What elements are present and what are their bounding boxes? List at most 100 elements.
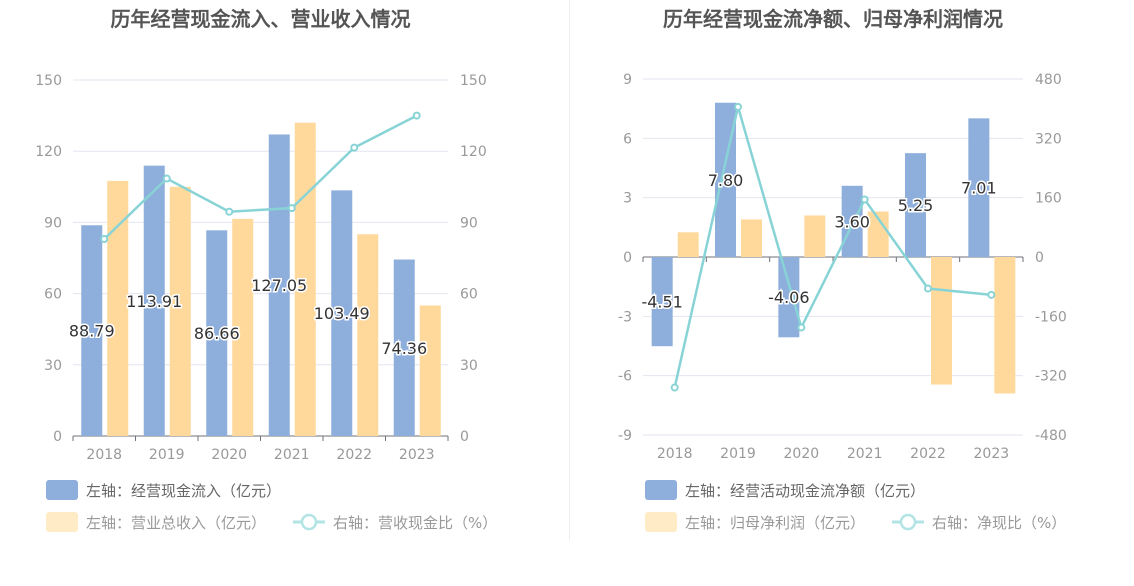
ratio-line-point	[412, 111, 421, 120]
legend-label-line: 右轴：净现比（%）	[932, 514, 1066, 532]
category-label: 2023	[974, 446, 1010, 462]
ratio-line	[673, 106, 992, 388]
bar-secondary	[867, 211, 889, 257]
right-tick-label: -320	[1035, 369, 1067, 385]
left-tick-label: 0	[623, 250, 632, 266]
bar-value-label: 7.80	[708, 171, 744, 190]
right-tick-label: 150	[460, 73, 487, 89]
right-tick-label: 480	[1035, 72, 1062, 88]
bar-secondary	[741, 219, 762, 257]
ratio-line	[103, 114, 418, 240]
right-tick-label: 30	[460, 358, 478, 374]
ratio-line-point	[350, 143, 359, 152]
net-cashflow-profit-chart-svg: 历年经营现金流净额、归母净利润情况 -9 -6 -3 0 3 6 9 -480 -320 -160 0…	[618, 7, 1067, 532]
left-tick-label: 60	[44, 287, 62, 303]
bar-value-label: -4.51	[641, 293, 682, 312]
bar-secondary	[419, 305, 441, 436]
bar-value-label: 7.01	[961, 179, 997, 198]
left-tick-label: -3	[618, 309, 632, 325]
right-tick-label: 320	[1035, 131, 1062, 147]
plot-group: 历年经营现金流入、营业收入情况 0 30 60 90 120 150 0 30 60 90 120 15…	[35, 7, 497, 532]
left-tick-label: 6	[623, 131, 632, 147]
bar-secondary	[357, 234, 379, 436]
right-tick-label: -160	[1035, 309, 1067, 325]
category-label: 2022	[336, 447, 372, 463]
right-tick-label: 160	[1035, 191, 1062, 207]
ratio-line-point	[987, 290, 996, 299]
left-tick-label: 120	[35, 144, 62, 160]
bar-secondary	[994, 257, 1016, 394]
legend-label-secondary: 左轴：归母净利润（亿元）	[685, 514, 865, 532]
ratio-line-point	[100, 235, 109, 244]
legend-label-line: 右轴：营收现金比（%）	[333, 514, 497, 532]
left-tick-label: 3	[623, 191, 632, 207]
category-label: 2023	[399, 447, 435, 463]
bar-value-label: 5.25	[898, 196, 934, 215]
bar-secondary	[804, 215, 826, 257]
ratio-line-point	[225, 207, 234, 216]
bar-secondary	[677, 232, 699, 257]
ratio-line-point	[797, 323, 806, 332]
bar-primary	[206, 230, 228, 436]
right-tick-label: 120	[460, 144, 487, 160]
chart-title: 历年经营现金流净额、归母净利润情况	[663, 7, 1003, 31]
ratio-line-point	[734, 102, 742, 111]
right-tick-label: 60	[460, 287, 478, 303]
bar-value-label: 88.79	[69, 322, 115, 341]
category-label: 2020	[211, 447, 247, 463]
left-tick-label: 9	[623, 72, 632, 88]
net-cashflow-profit-chart: 历年经营现金流净额、归母净利润情况 -9 -6 -3 0 3 6 9 -480 -320 -160 0…	[567, 0, 1134, 582]
cash-inflow-revenue-chart: 历年经营现金流入、营业收入情况 0 30 60 90 120 150 0 30 60 90 120 15…	[0, 0, 567, 582]
legend-swatch-secondary	[46, 512, 78, 532]
chart-divider	[569, 0, 570, 540]
right-tick-label: -480	[1035, 428, 1067, 444]
ratio-line-point	[924, 284, 932, 293]
legend-label-secondary: 左轴：营业总收入（亿元）	[86, 514, 266, 532]
category-label: 2019	[149, 447, 185, 463]
bar-secondary	[931, 257, 952, 385]
category-label: 2022	[910, 446, 946, 462]
bar-primary	[841, 185, 863, 257]
left-tick-label: 150	[35, 73, 62, 89]
left-tick-label: -6	[618, 369, 632, 385]
bar-primary	[393, 259, 415, 436]
bar-primary	[968, 118, 990, 257]
bar-primary	[778, 257, 800, 338]
bar-secondary	[169, 186, 191, 436]
bar-secondary	[107, 180, 129, 436]
right-tick-label: 0	[1035, 250, 1044, 266]
bar-value-label: -4.06	[768, 288, 809, 307]
bar-primary	[81, 225, 103, 436]
right-tick-label: 90	[460, 215, 478, 231]
category-label: 2018	[86, 447, 122, 463]
legend-line-marker	[899, 513, 917, 531]
category-label: 2020	[784, 446, 820, 462]
left-tick-label: 90	[44, 215, 62, 231]
category-label: 2021	[274, 447, 310, 463]
bar-value-label: 74.36	[381, 339, 427, 358]
cash-inflow-revenue-chart-svg: 历年经营现金流入、营业收入情况 0 30 60 90 120 150 0 30 60 90 120 15…	[35, 7, 497, 532]
legend-swatch-primary	[46, 480, 78, 500]
legend-swatch-primary	[645, 480, 677, 500]
bar-value-label: 103.49	[314, 304, 370, 323]
left-tick-label: -9	[618, 428, 632, 444]
category-label: 2019	[720, 446, 756, 462]
legend-label-primary: 左轴：经营现金流入（亿元）	[86, 482, 281, 500]
bar-secondary	[232, 218, 254, 436]
bar-primary	[651, 257, 673, 347]
ratio-line-point	[162, 174, 171, 183]
left-tick-label: 0	[53, 429, 62, 445]
left-tick-label: 30	[44, 358, 62, 374]
ratio-line-point	[860, 195, 869, 204]
bar-primary	[143, 165, 165, 436]
ratio-line-point	[287, 204, 296, 213]
category-label: 2018	[657, 446, 693, 462]
chart-title: 历年经营现金流入、营业收入情况	[111, 7, 411, 31]
legend-line-marker	[300, 513, 318, 531]
legend-swatch-secondary	[645, 512, 677, 532]
category-label: 2021	[847, 446, 883, 462]
bar-value-label: 86.66	[194, 324, 240, 343]
bar-primary	[905, 153, 926, 257]
bar-value-label: 127.05	[251, 276, 307, 295]
right-tick-label: 0	[460, 429, 469, 445]
